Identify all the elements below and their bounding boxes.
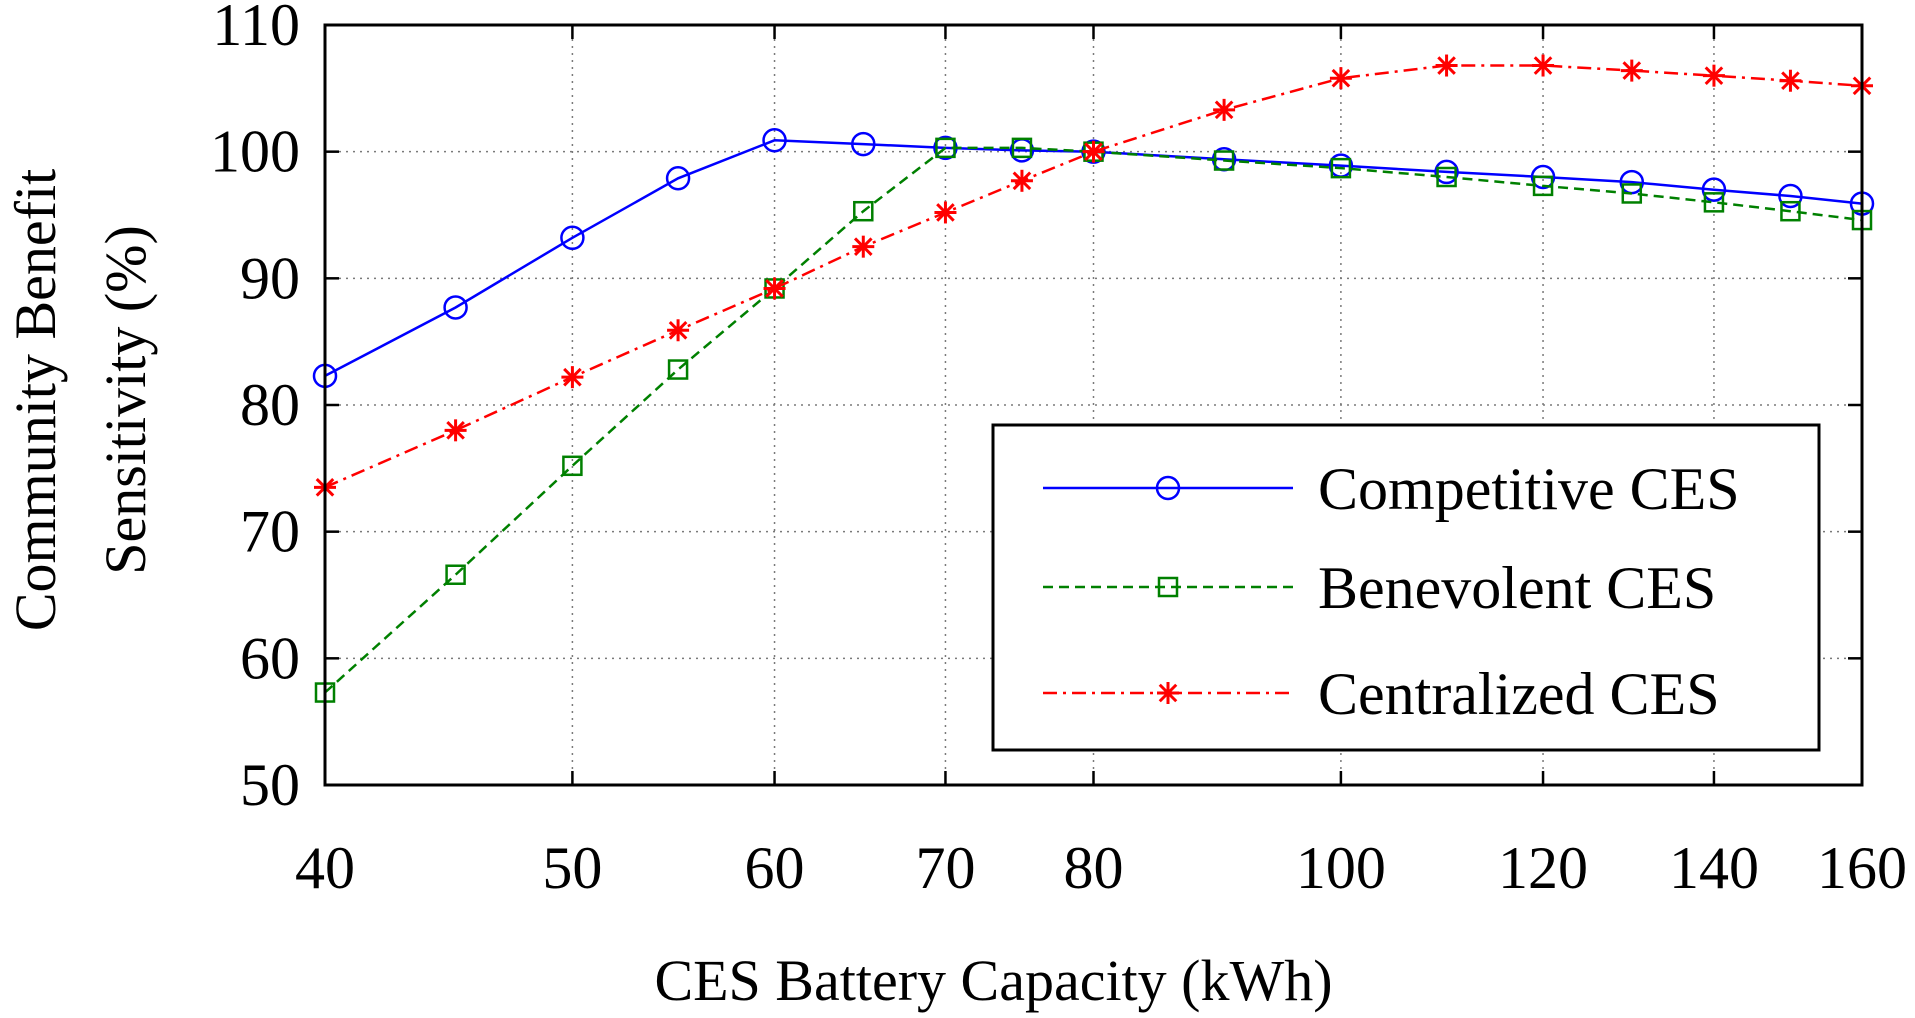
data-point-s2-90 <box>1213 150 1235 171</box>
data-point-s3-65 <box>852 235 875 258</box>
series-benevolent-ces <box>314 137 1873 703</box>
data-point-s2-110 <box>1436 166 1457 188</box>
x-tick-label-40: 40 <box>295 835 355 901</box>
y-tick-label-100: 100 <box>210 119 300 185</box>
series-centralized-ces <box>314 54 1873 499</box>
data-point-s1-50 <box>560 225 585 251</box>
legend: Competitive CES Benevolent CES Centralized… <box>991 423 1821 752</box>
y-tick-label-90: 90 <box>240 245 300 311</box>
data-point-s1-65 <box>851 131 876 157</box>
legend-label-2: Benevolent CES <box>1318 555 1716 621</box>
x-tick-label-70: 70 <box>915 835 975 901</box>
x-tick-label-50: 50 <box>542 835 602 901</box>
data-point-s3-150 <box>1779 69 1802 92</box>
data-point-s1-110 <box>1434 159 1459 185</box>
x-tick-label-80: 80 <box>1064 835 1124 901</box>
series-layer <box>312 54 1875 703</box>
legend-marker-3 <box>1157 682 1179 704</box>
y-tick-label-80: 80 <box>240 372 300 438</box>
data-point-s1-60 <box>762 128 787 153</box>
x-axis-title: CES Battery Capacity (kWh) <box>654 948 1332 1013</box>
y-tick-label-70: 70 <box>240 499 300 565</box>
legend-label-1: Competitive CES <box>1318 456 1740 522</box>
data-point-s2-150 <box>1780 200 1801 222</box>
data-point-s3-60 <box>763 277 786 300</box>
data-point-s2-75 <box>1011 137 1033 159</box>
data-point-s3-70 <box>934 201 957 224</box>
data-point-s3-100 <box>1329 67 1352 90</box>
y-tick-label-50: 50 <box>240 752 300 818</box>
data-point-s1-55 <box>665 166 691 191</box>
data-point-s1-45 <box>443 295 468 320</box>
legend-marker-2 <box>1157 576 1179 598</box>
data-point-s3-140 <box>1702 64 1725 87</box>
data-point-s2-130 <box>1621 183 1643 204</box>
data-point-s1-140 <box>1701 177 1727 202</box>
x-tick-label-140: 140 <box>1669 835 1759 901</box>
y-axis-title-line-1: Community Benefit <box>3 169 68 631</box>
y-tick-label-110: 110 <box>212 0 300 58</box>
x-tick-label-100: 100 <box>1296 835 1386 901</box>
series-line-2 <box>324 146 1863 694</box>
data-point-s2-100 <box>1330 157 1352 179</box>
data-point-s2-55 <box>667 359 689 380</box>
data-point-s2-140 <box>1703 192 1725 213</box>
data-point-s3-55 <box>667 319 690 342</box>
x-tick-label-60: 60 <box>745 835 805 901</box>
x-tick-label-120: 120 <box>1498 835 1588 901</box>
axis-labels: 40 50 60 70 80 100 120 140 160 50 60 70 80 90 100 110 CE… <box>3 0 1907 1013</box>
y-axis-title-line-2: Sensitivity (%) <box>93 225 158 575</box>
axis-ticks <box>323 23 1864 787</box>
legend-label-3: Centralized CES <box>1318 661 1720 727</box>
data-point-s3-110 <box>1435 54 1458 77</box>
data-point-s2-120 <box>1532 175 1554 197</box>
y-tick-label-60: 60 <box>240 625 300 691</box>
data-point-s2-65 <box>853 200 874 222</box>
data-point-s3-130 <box>1620 59 1643 82</box>
data-point-s3-120 <box>1532 54 1555 77</box>
data-point-s3-50 <box>561 366 584 389</box>
data-point-s1-150 <box>1778 183 1803 209</box>
data-point-s1-120 <box>1530 164 1556 190</box>
data-point-s3-80 <box>1082 140 1105 163</box>
x-tick-label-160: 160 <box>1817 835 1907 901</box>
data-point-s2-70 <box>935 137 956 159</box>
data-point-s2-45 <box>445 564 466 585</box>
data-point-s3-75 <box>1010 169 1033 192</box>
data-point-s3-45 <box>444 419 467 442</box>
data-point-s2-50 <box>562 455 583 477</box>
data-point-s3-90 <box>1213 98 1236 121</box>
legend-marker-1 <box>1155 475 1181 501</box>
